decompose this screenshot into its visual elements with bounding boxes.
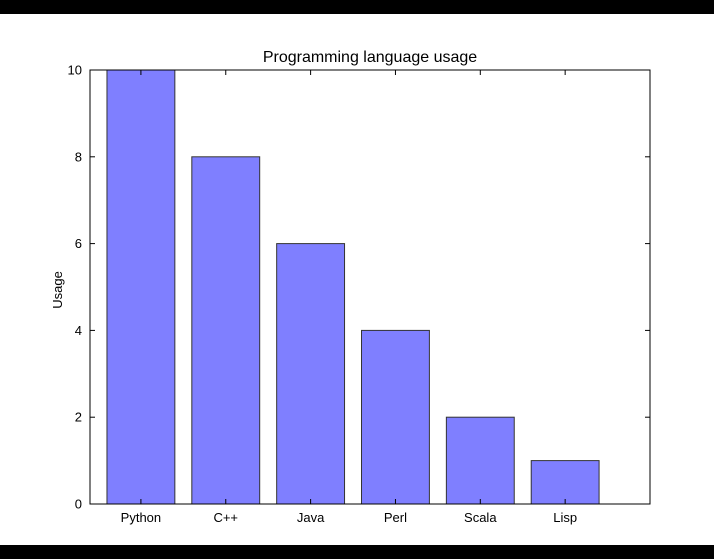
bar-cplus xyxy=(191,156,261,505)
x-tick-label: Java xyxy=(297,510,325,525)
chart-title: Programming language usage xyxy=(263,49,477,66)
x-tick-label: Lisp xyxy=(553,510,577,525)
bar-scala xyxy=(445,416,515,505)
y-tick-label: 6 xyxy=(75,236,82,251)
chart-canvas: Programming language usage Usage 0 2 4 6 8 10… xyxy=(0,14,714,545)
y-tick-label: 0 xyxy=(75,497,82,512)
bar-lisp xyxy=(530,460,600,505)
bar-java xyxy=(276,243,346,505)
x-ticks-group: Python C++ Java Perl Scala Lisp xyxy=(121,70,577,525)
y-tick-label: 10 xyxy=(68,63,82,78)
x-tick-label: Scala xyxy=(464,510,497,525)
bar-python xyxy=(106,69,176,505)
y-axis-label: Usage xyxy=(50,271,65,309)
x-tick-label: C++ xyxy=(213,510,238,525)
bars-group xyxy=(106,69,600,505)
y-tick-label: 4 xyxy=(75,323,82,338)
plot-frame xyxy=(89,69,651,505)
bar-chart: Programming language usage Usage 0 2 4 6 8 10… xyxy=(50,49,651,525)
x-tick-label: Python xyxy=(121,510,161,525)
x-tick-label: Perl xyxy=(384,510,407,525)
y-tick-label: 2 xyxy=(75,410,82,425)
y-tick-label: 8 xyxy=(75,149,82,164)
bar-perl xyxy=(361,329,430,505)
